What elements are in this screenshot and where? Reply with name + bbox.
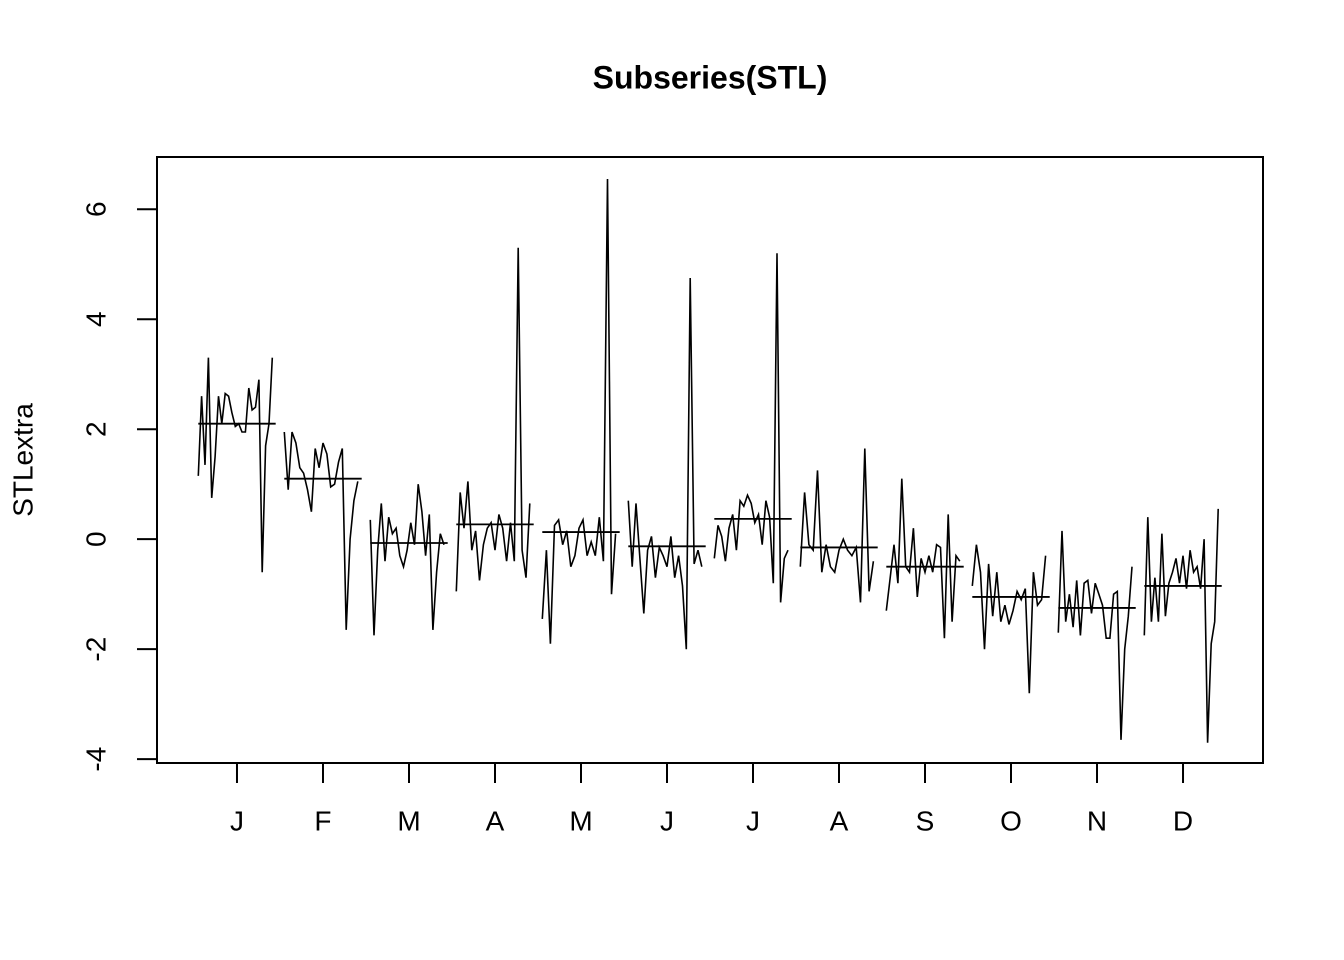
x-tick-label: O [1000,805,1022,836]
x-tick-label: M [569,805,592,836]
x-tick-label: N [1087,805,1107,836]
x-tick-label: J [660,805,674,836]
y-tick-label: -4 [80,747,111,772]
x-tick-label: J [230,805,244,836]
subseries-line [627,277,703,650]
subseries-line [369,484,445,636]
x-tick-label: F [314,805,331,836]
y-tick-label: 4 [80,311,111,327]
x-tick-label: A [486,805,505,836]
x-tick-label: A [830,805,849,836]
subseries-line [713,253,789,603]
subseries-line [455,247,531,592]
x-tick-label: D [1173,805,1193,836]
y-tick-label: 0 [80,531,111,547]
y-tick-label: 2 [80,421,111,437]
y-axis-label: STLextra [7,403,38,517]
subseries-line [971,544,1047,694]
x-tick-label: J [746,805,760,836]
subseries-line [283,431,359,630]
subseries-line [799,448,875,603]
y-tick-label: -2 [80,637,111,662]
y-tick-label: 6 [80,201,111,217]
subseries-line [1057,530,1133,740]
plot-box [156,156,1264,764]
subseries-line [197,357,274,573]
subseries-line [1143,508,1219,743]
chart-title: Subseries(STL) [593,59,828,95]
subseries-line [541,178,617,644]
x-tick-label: S [916,805,935,836]
x-tick-label: M [397,805,420,836]
